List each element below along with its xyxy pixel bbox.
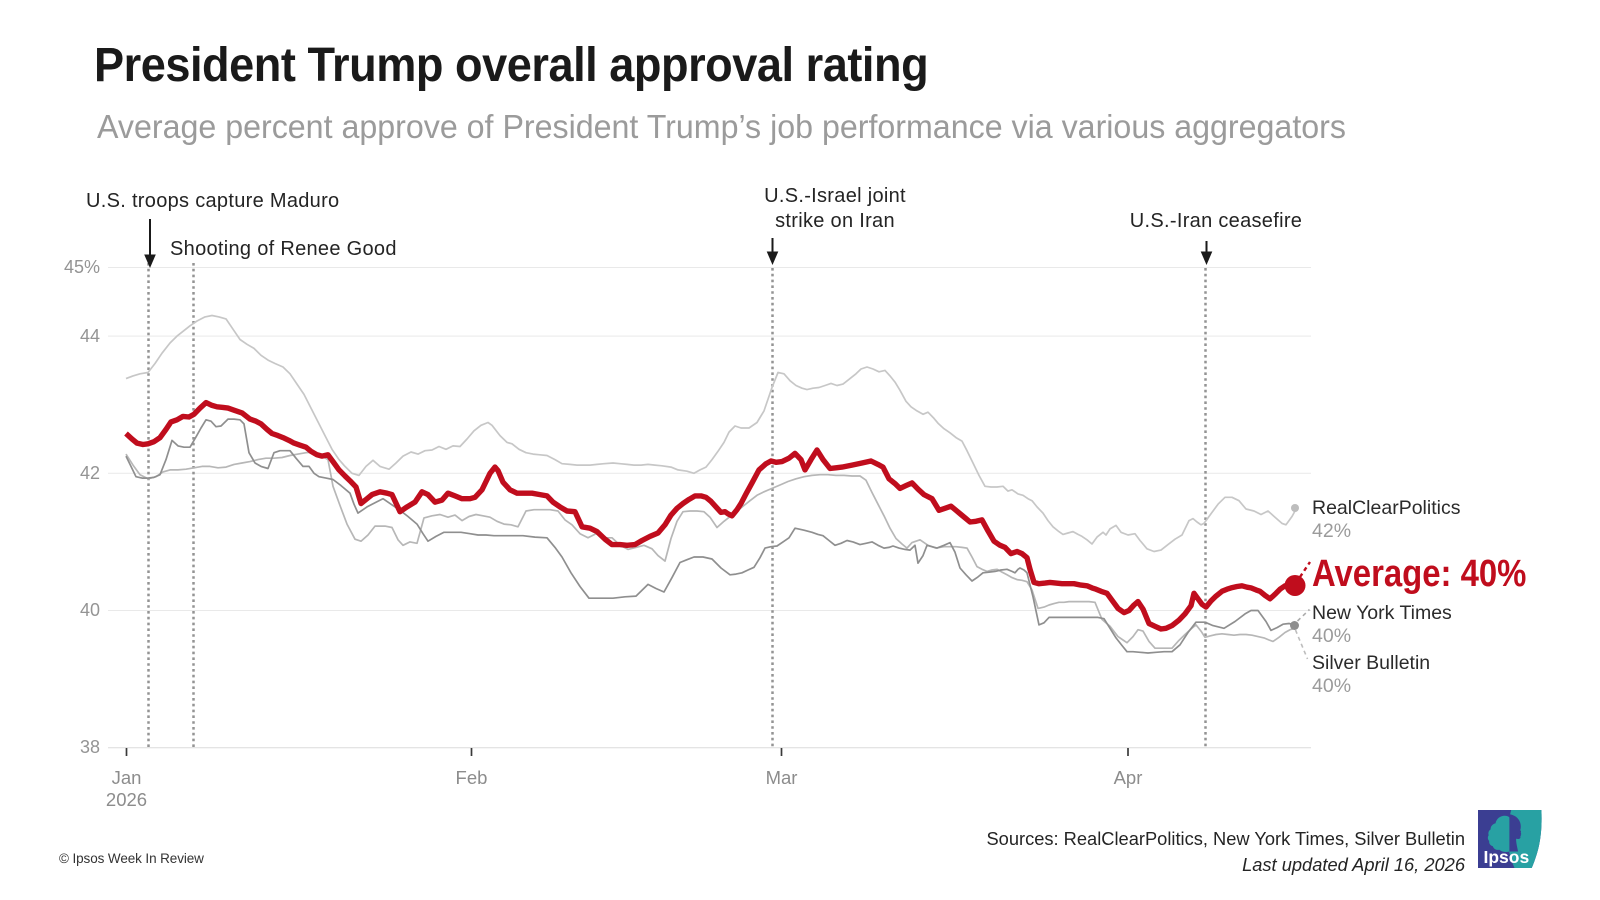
svg-text:Ipsos: Ipsos — [1484, 847, 1530, 867]
